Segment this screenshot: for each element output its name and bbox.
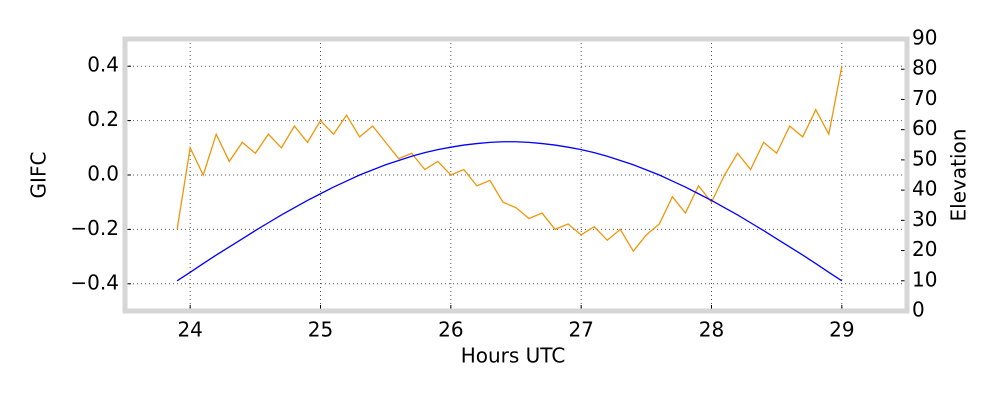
y-tick-label: −0.2 bbox=[70, 216, 119, 240]
y2-tick-label: 10 bbox=[912, 267, 937, 291]
y2-tick-label: 50 bbox=[912, 146, 937, 170]
y-tick-label: 0.0 bbox=[87, 162, 119, 186]
plot-frame bbox=[122, 36, 910, 314]
x-tick-label: 29 bbox=[829, 318, 854, 342]
y2-tick-label: 20 bbox=[912, 237, 937, 261]
y2-tick-label: 80 bbox=[912, 56, 937, 80]
x-tick-label: 27 bbox=[568, 318, 593, 342]
y2-tick-label: 40 bbox=[912, 177, 937, 201]
y2-tick-label: 0 bbox=[912, 298, 925, 322]
data-line bbox=[176, 66, 843, 253]
x-axis-label: Hours UTC bbox=[461, 344, 566, 368]
y2-tick-label: 60 bbox=[912, 116, 937, 140]
y2-axis-label: Elevation bbox=[947, 129, 971, 222]
y2-tick-label: 70 bbox=[912, 86, 937, 110]
y2-tick-label: 90 bbox=[912, 26, 937, 50]
x-tick-label: 24 bbox=[177, 318, 202, 342]
y2-tick-label: 30 bbox=[912, 207, 937, 231]
data-line bbox=[176, 141, 843, 282]
y-axis-label: GIFC bbox=[27, 152, 51, 199]
x-tick-label: 28 bbox=[699, 318, 724, 342]
y-tick-label: 0.4 bbox=[87, 53, 119, 77]
x-tick-label: 26 bbox=[438, 318, 463, 342]
y-tick-label: −0.4 bbox=[70, 270, 119, 294]
x-tick-label: 25 bbox=[308, 318, 333, 342]
y-tick-label: 0.2 bbox=[87, 107, 119, 131]
